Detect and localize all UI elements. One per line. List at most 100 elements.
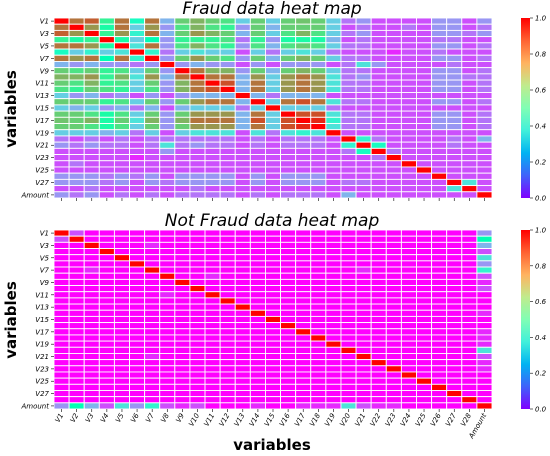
heatmap-cell-V5-V1 — [53, 42, 70, 50]
heatmap-cell-V15-V12 — [219, 315, 236, 324]
heatmap-cell-Amount-V25 — [416, 402, 433, 410]
heatmap-cell-V28-V5 — [113, 396, 130, 404]
heatmap-cell-V23-V18 — [310, 154, 327, 162]
heatmap-cell-V15-V13 — [234, 315, 251, 324]
heatmap-cell-V2-V20 — [340, 23, 357, 31]
heatmap-cell-V13-V11 — [204, 303, 221, 311]
heatmap-cell-V28-V1 — [53, 396, 70, 404]
heatmap-cell-V9-V3 — [83, 278, 100, 287]
heatmap-cell-V8-V28 — [461, 61, 478, 69]
heatmap-cell-V7-V9 — [174, 54, 191, 62]
heatmap-cell-V6-V17 — [295, 48, 312, 56]
heatmap-cell-V21-V26 — [431, 141, 448, 149]
heatmap-cell-Amount-V7 — [144, 402, 161, 410]
heatmap-cell-V22-V17 — [295, 359, 312, 367]
heatmap-cell-V8-V19 — [325, 272, 342, 280]
heatmap-cell-V26-V1 — [53, 172, 70, 180]
heatmap-cell-V28-V11 — [204, 185, 221, 193]
heatmap-cell-V23-V4 — [98, 365, 115, 373]
heatmap-cell-V10-V13 — [234, 73, 251, 81]
heatmap-cell-V1-V11 — [204, 17, 221, 25]
heatmap-cell-V16-V28 — [461, 322, 478, 330]
heatmap-cell-V9-V4 — [98, 278, 115, 287]
heatmap-cell-V20-V2 — [68, 135, 85, 143]
heatmap-cell-V1-V27 — [446, 17, 463, 25]
heatmap-cell-V24-V4 — [98, 160, 115, 168]
heatmap-cell-V7-V15 — [265, 266, 282, 274]
heatmap-cell-V20-V16 — [280, 135, 297, 143]
heatmap-cell-V15-V1 — [53, 315, 70, 324]
heatmap-cell-V13-V21 — [355, 303, 372, 311]
heatmap-cell-V4-V19 — [325, 248, 342, 256]
heatmap-cell-V6-V20 — [340, 260, 357, 268]
heatmap-cell-Amount-V20 — [340, 402, 357, 410]
heatmap-cell-V17-V18 — [310, 116, 327, 124]
heatmap-cell-V1-V3 — [83, 229, 100, 237]
heatmap-cell-V16-V14 — [249, 322, 266, 330]
heatmap-cell-V15-V2 — [68, 104, 85, 112]
heatmap-cell-V11-V6 — [129, 79, 146, 87]
heatmap-cell-V8-V5 — [113, 272, 130, 280]
heatmap-cell-V10-V1 — [53, 73, 70, 81]
heatmap-cell-V6-V2 — [68, 260, 85, 268]
heatmap-cell-V20-V7 — [144, 135, 161, 143]
heatmap-cell-V16-V27 — [446, 322, 463, 330]
heatmap-cell-Amount-V19 — [325, 191, 342, 199]
heatmap-cell-V11-V13 — [234, 79, 251, 87]
heatmap-cell-V9-V11 — [204, 67, 221, 75]
heatmap-cell-V25-V11 — [204, 166, 221, 174]
heatmap-cell-V19-V28 — [461, 129, 478, 137]
heatmap-cell-V21-V9 — [174, 353, 191, 361]
heatmap-cell-V8-V1 — [53, 61, 70, 69]
heatmap-cell-V20-V24 — [400, 135, 417, 143]
heatmap-cell-V11-V17 — [295, 291, 312, 299]
heatmap-cell-V13-V12 — [219, 303, 236, 311]
heatmap-cell-V17-V2 — [68, 116, 85, 124]
heatmap-cell-V2-V14 — [249, 235, 266, 243]
heatmap-cell-V27-V25 — [416, 390, 433, 398]
heatmap-cell-V23-V3 — [83, 154, 100, 162]
heatmap-cell-V13-V26 — [431, 92, 448, 100]
heatmap-cell-V3-V24 — [400, 241, 417, 249]
heatmap-cell-V28-V7 — [144, 396, 161, 404]
heatmap-cell-V19-V25 — [416, 129, 433, 137]
heatmap-cell-V5-V7 — [144, 42, 161, 50]
heatmap-cell-V10-V27 — [446, 73, 463, 81]
heatmap-cell-V17-V19 — [325, 328, 342, 336]
heatmap-cell-V26-V3 — [83, 172, 100, 180]
heatmap-cell-V20-V13 — [234, 135, 251, 143]
heatmap-cell-V11-V24 — [400, 291, 417, 299]
heatmap-cell-V9-V16 — [280, 67, 297, 75]
heatmap-cell-V16-V5 — [113, 110, 130, 118]
heatmap-cell-V14-V22 — [370, 309, 387, 317]
heatmap-cell-V17-V13 — [234, 116, 251, 124]
heatmap-cell-V15-V20 — [340, 315, 357, 324]
heatmap-cell-V26-V24 — [400, 383, 417, 391]
heatmap-cell-V18-V3 — [83, 334, 100, 342]
heatmap-cell-V3-V13 — [234, 241, 251, 249]
heatmap-cell-V11-V6 — [129, 291, 146, 299]
heatmap-cell-V26-V15 — [265, 383, 282, 391]
x-tick-label: V2 — [69, 412, 81, 424]
heatmap-cell-V6-V6 — [129, 48, 146, 56]
heatmap-cell-V26-V25 — [416, 172, 433, 180]
heatmap-cell-V12-V2 — [68, 297, 85, 305]
heatmap-cell-V19-V22 — [370, 340, 387, 348]
heatmap-cell-V18-V21 — [355, 123, 372, 131]
heatmap-cell-V5-V7 — [144, 254, 161, 262]
x-tick-label: V22 — [369, 412, 383, 428]
heatmap-cell-V19-V1 — [53, 340, 70, 348]
heatmap-cell-V2-V15 — [265, 235, 282, 243]
heatmap-cell-V4-V15 — [265, 248, 282, 256]
heatmap-cell-V6-V25 — [416, 48, 433, 56]
heatmap-cell-V9-V26 — [431, 278, 448, 287]
heatmap-cell-V17-V9 — [174, 116, 191, 124]
heatmap-cell-V11-V11 — [204, 79, 221, 87]
x-tick-label: V25 — [414, 412, 428, 428]
heatmap-cell-V14-V27 — [446, 98, 463, 106]
heatmap-cell-V25-Amount — [476, 377, 493, 385]
heatmap-cell-V19-V18 — [310, 129, 327, 137]
heatmap-cell-V5-V10 — [189, 254, 206, 262]
heatmap-cell-V22-V15 — [265, 147, 282, 155]
heatmap-cell-V12-V13 — [234, 297, 251, 305]
